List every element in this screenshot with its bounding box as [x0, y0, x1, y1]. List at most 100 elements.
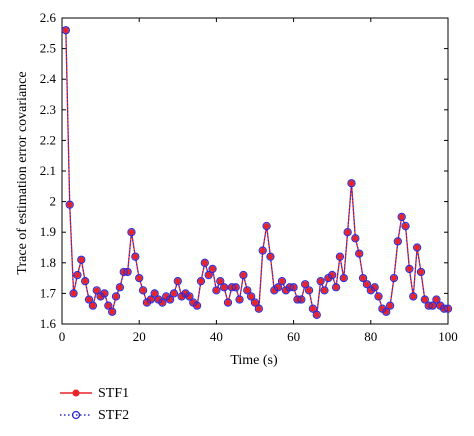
y-axis-title: Trace of estimation error covariance	[15, 71, 30, 274]
data-point-stf2	[239, 270, 248, 280]
data-point-stf2	[347, 179, 356, 188]
data-point-stf1	[186, 293, 193, 300]
data-point-stf2	[301, 280, 310, 289]
data-point-stf1	[136, 275, 143, 282]
data-point-stf1	[306, 287, 313, 294]
data-point-stf1	[321, 287, 328, 294]
x-tick-label: 100	[438, 329, 458, 344]
data-point-stf1	[205, 272, 212, 279]
data-point-stf2	[127, 228, 136, 237]
data-point-stf1	[356, 250, 363, 257]
legend-marker-stf1	[72, 389, 80, 397]
data-point-stf2	[246, 292, 256, 301]
data-point-stf2	[108, 307, 117, 316]
data-point-stf2	[358, 273, 368, 283]
y-tick-label: 2	[50, 194, 57, 209]
data-point-stf2	[262, 221, 271, 231]
data-point-stf1	[70, 290, 77, 297]
data-point-stf1	[151, 290, 158, 297]
x-axis-ticks: 0 20 40 60 80 100	[59, 18, 458, 344]
data-point-stf1	[390, 275, 397, 282]
data-point-stf1	[244, 287, 251, 294]
data-point-stf2	[401, 221, 410, 231]
data-point-stf1	[93, 287, 100, 294]
data-point-stf1	[344, 229, 351, 236]
y-axis-ticks: 1.6 1.7 1.8 1.9 2 2.1 2.2 2.3 2.4 2.5 2.6	[40, 10, 448, 331]
data-point-stf1	[414, 244, 421, 251]
y-tick-label: 1.8	[40, 255, 56, 270]
y-tick-label: 2.1	[40, 163, 56, 178]
data-point-stf1	[371, 284, 378, 291]
data-point-stf1	[433, 296, 440, 303]
data-point-stf2	[84, 295, 94, 304]
data-point-stf2	[389, 273, 399, 283]
data-point-stf2	[331, 283, 341, 292]
data-point-stf2	[424, 301, 433, 310]
y-tick-label: 2.5	[40, 41, 56, 56]
data-point-stf2	[61, 26, 71, 35]
data-point-stf1	[263, 223, 270, 230]
data-point-stf2	[204, 270, 213, 280]
data-point-stf2	[320, 286, 329, 295]
data-point-stf1	[128, 229, 135, 236]
data-point-stf1	[174, 278, 181, 285]
data-point-stf2	[216, 277, 225, 286]
y-tick-label: 1.6	[40, 316, 57, 331]
data-point-stf1	[279, 278, 286, 285]
data-point-stf2	[81, 277, 90, 286]
data-point-stf2	[439, 304, 449, 313]
data-point-stf1	[417, 268, 424, 275]
data-point-stf2	[382, 307, 391, 316]
data-point-stf1	[140, 287, 147, 294]
data-point-stf2	[355, 249, 364, 258]
data-point-stf2	[235, 295, 244, 304]
data-point-stf1	[410, 293, 417, 300]
data-point-stf1	[375, 293, 382, 300]
data-point-stf1	[82, 278, 89, 285]
data-point-stf1	[255, 305, 262, 312]
data-point-stf1	[309, 305, 316, 312]
data-point-stf2	[374, 292, 383, 301]
data-point-stf2	[405, 264, 414, 274]
data-point-stf2	[385, 301, 395, 310]
y-tick-label: 2.3	[40, 102, 56, 117]
data-point-stf1	[217, 278, 224, 285]
data-point-stf2	[258, 246, 267, 255]
data-point-stf1	[348, 180, 355, 187]
y-tick-label: 1.9	[40, 224, 56, 239]
y-tick-label: 1.7	[40, 285, 57, 300]
data-point-stf2	[316, 277, 325, 286]
x-tick-label: 40	[210, 329, 223, 344]
x-tick-label: 0	[59, 329, 66, 344]
data-point-stf2	[65, 200, 74, 209]
data-point-stf2	[335, 252, 345, 261]
data-point-stf2	[412, 243, 422, 252]
data-point-stf2	[77, 255, 86, 264]
data-point-stf2	[308, 304, 318, 313]
data-point-stf1	[62, 27, 69, 34]
data-point-stf2	[397, 212, 406, 222]
data-point-stf1	[116, 284, 123, 291]
data-point-stf2	[351, 234, 360, 243]
data-point-stf1	[109, 308, 116, 315]
data-point-stf1	[221, 284, 228, 291]
data-point-stf2	[297, 295, 306, 304]
data-point-stf1	[406, 265, 413, 272]
data-point-stf2	[231, 283, 240, 292]
data-point-stf2	[150, 289, 159, 298]
data-point-stf1	[383, 308, 390, 315]
data-point-stf1	[340, 275, 347, 282]
series-layer	[61, 26, 453, 319]
data-point-stf1	[363, 281, 370, 288]
data-point-stf1	[113, 293, 120, 300]
data-point-stf1	[302, 281, 309, 288]
data-point-stf2	[73, 270, 82, 280]
x-axis-title: Time (s)	[230, 353, 278, 368]
data-point-stf2	[104, 301, 113, 310]
data-point-stf2	[277, 277, 287, 286]
data-point-stf2	[165, 295, 175, 304]
data-point-stf2	[250, 298, 260, 307]
data-point-stf2	[343, 228, 352, 237]
data-point-stf1	[167, 296, 174, 303]
y-tick-label: 2.6	[40, 10, 57, 25]
